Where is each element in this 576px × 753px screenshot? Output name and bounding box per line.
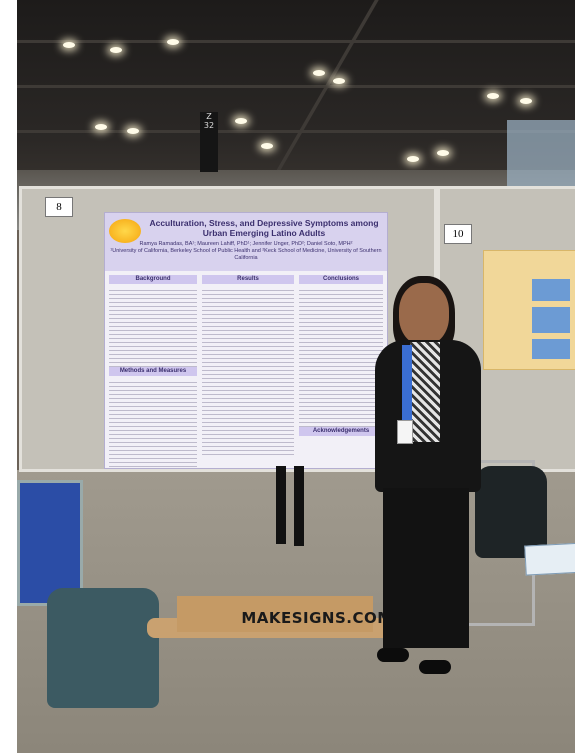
neighbor-poster (483, 250, 575, 370)
pillar-sign: Z 32 (200, 112, 218, 172)
presenter-shoe-left (377, 648, 409, 662)
photo: Z 32 8 10 Acculturation, Stress, and Dep… (17, 0, 575, 753)
ceiling-lamp (95, 124, 107, 130)
backpack-left (47, 588, 159, 708)
text-lines (299, 287, 383, 427)
box-label: MAKESIGNS.COM (241, 609, 393, 627)
ceiling-truss (17, 85, 575, 88)
board-number-10: 10 (444, 224, 472, 244)
poster-column-right: Conclusions Acknowledgements (299, 275, 383, 463)
section-acknowledgements: Acknowledgements (299, 427, 383, 436)
section-conclusions: Conclusions (299, 275, 383, 284)
section-methods: Methods and Measures (109, 367, 197, 376)
presenter-lanyard (402, 345, 412, 440)
ceiling-lamp (520, 98, 532, 104)
poster-column-middle: Results (202, 275, 294, 463)
presenter-face (399, 283, 449, 345)
ceiling-lamp (313, 70, 325, 76)
neighbor-poster-figure (532, 279, 570, 301)
poster-authors: Ramya Ramadas, BA¹; Maureen Lahiff, PhD¹… (108, 241, 384, 262)
sun-logo-icon (109, 219, 141, 243)
ceiling-truss (17, 40, 575, 43)
ceiling-lamp (333, 78, 345, 84)
pillar-sign-letter: Z (206, 112, 212, 121)
backpack-right (475, 466, 547, 558)
ceiling-lamp (487, 93, 499, 99)
presenter-scarf (410, 342, 440, 442)
ceiling-truss (17, 130, 575, 133)
results-figures (202, 287, 294, 457)
neighbor-poster-figure (532, 307, 570, 333)
presenter-pants (383, 488, 469, 648)
ceiling-lamp (437, 150, 449, 156)
poster-column-left: Background Methods and Measures (109, 275, 197, 467)
ceiling-lamp (261, 143, 273, 149)
poster-title: Acculturation, Stress, and Depressive Sy… (149, 218, 379, 238)
presenter-badge (397, 420, 413, 444)
text-lines (109, 379, 197, 467)
shipping-box (177, 596, 373, 632)
ceiling-lamp (63, 42, 75, 48)
research-poster: Acculturation, Stress, and Depressive Sy… (104, 212, 388, 469)
poster-author-list: Ramya Ramadas, BA¹; Maureen Lahiff, PhD¹… (139, 241, 353, 247)
ceiling-lamp (407, 156, 419, 162)
ceiling-lamp (235, 118, 247, 124)
section-background: Background (109, 275, 197, 284)
book (524, 542, 575, 576)
presenter-shoe-right (419, 660, 451, 674)
board-number-8: 8 (45, 197, 73, 217)
poster-header: Acculturation, Stress, and Depressive Sy… (105, 213, 387, 271)
pillar-sign-number: 32 (203, 121, 215, 130)
neighbor-poster-figure (532, 339, 570, 359)
ceiling-lamp (127, 128, 139, 134)
text-lines (109, 287, 197, 367)
section-results: Results (202, 275, 294, 284)
poster-affiliations: ¹University of California, Berkeley Scho… (110, 248, 382, 261)
ceiling-lamp (167, 39, 179, 45)
background-person-legs (272, 466, 312, 556)
ceiling (17, 0, 575, 200)
ceiling-lamp (110, 47, 122, 53)
